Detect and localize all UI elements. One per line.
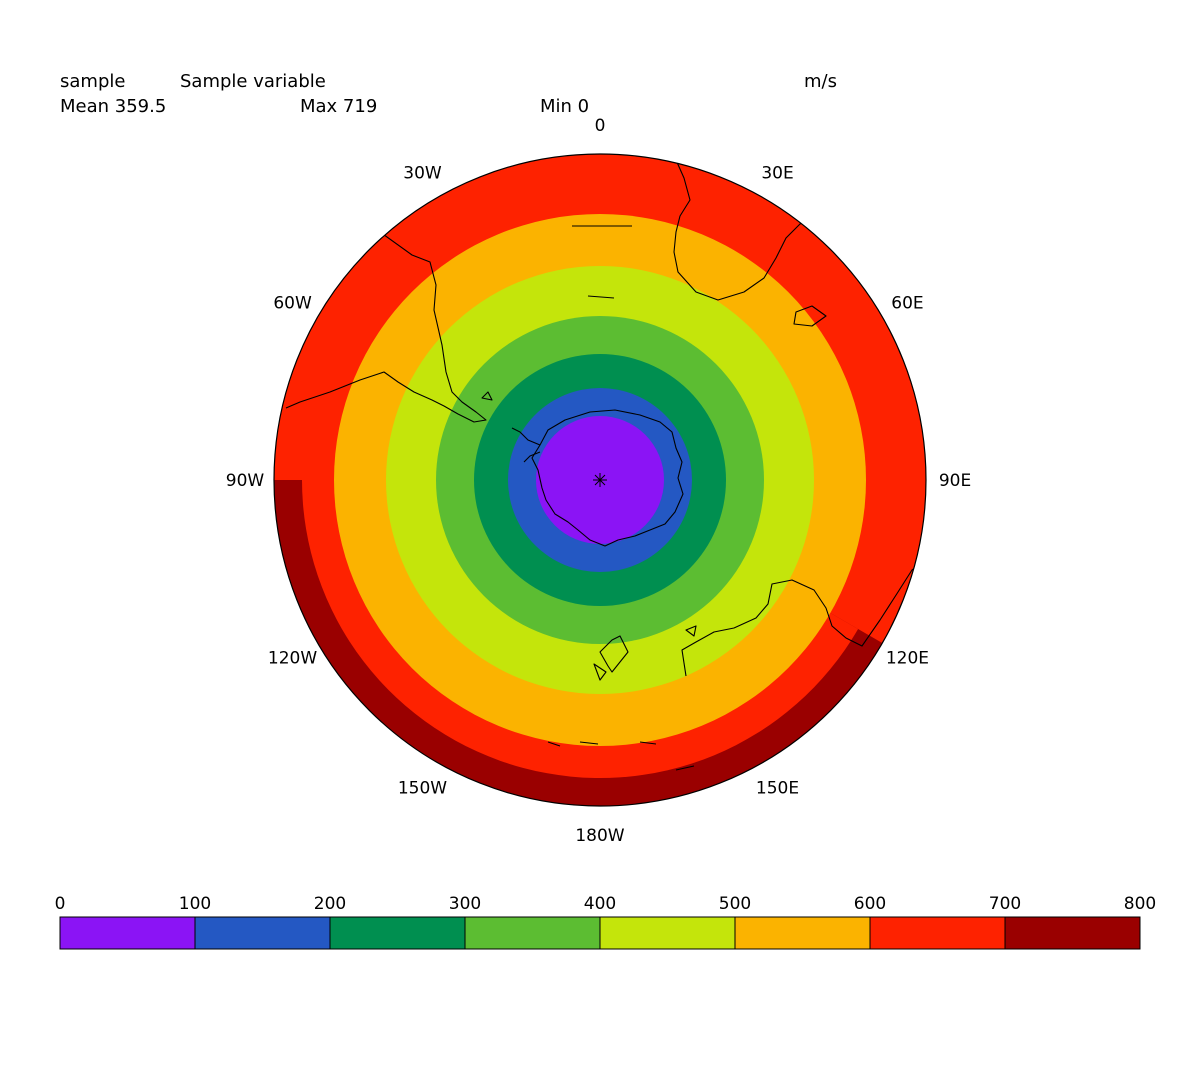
max-label: Max 719 [300, 96, 378, 117]
lon-label-150w: 150W [398, 778, 447, 798]
colorbar-tick-label: 0 [55, 894, 66, 914]
lon-label-30w: 30W [403, 164, 442, 184]
lon-label-60w: 60W [273, 294, 312, 314]
variable-name: sample [60, 71, 126, 92]
colorbar-tick-label: 400 [584, 894, 616, 914]
coastline-detail-layer [593, 473, 607, 487]
lon-label-90e: 90E [939, 471, 971, 491]
lon-label-0: 0 [595, 116, 606, 136]
colorbar-tick-label: 200 [314, 894, 346, 914]
lon-label-60e: 60E [891, 294, 923, 314]
coastline-antarctic-peninsula [511, 427, 541, 463]
coastline-south-america [285, 184, 487, 423]
lon-label-150e: 150E [756, 778, 799, 798]
variable-long-name: Sample variable [180, 71, 326, 92]
min-label: Min 0 [540, 96, 590, 117]
lon-label-120w: 120W [268, 649, 317, 669]
lon-label-90w: 90W [226, 471, 265, 491]
lon-label-30e: 30E [761, 164, 793, 184]
coastline-layer [285, 159, 926, 771]
colorbar-cell [464, 916, 601, 950]
map-boundary [273, 153, 927, 807]
colorbar-tick-label: 600 [854, 894, 886, 914]
colorbar-cell [194, 916, 331, 950]
coastline-islands [547, 225, 695, 771]
units-label: m/s [804, 71, 837, 92]
colorbar-tick-label: 100 [179, 894, 211, 914]
colorbar-cell [1004, 916, 1141, 950]
lon-label-120e: 120E [886, 649, 929, 669]
coastline-tasmania [685, 625, 697, 637]
coastline-australia [681, 559, 926, 677]
coastline-new-zealand [593, 635, 629, 681]
coastline-falklands [481, 391, 493, 401]
longitude-labels: 0 30E 60E 90E 120E 150E 180W 150W 120W 90W 60W 30W [226, 116, 971, 846]
colorbar-frame [59, 916, 1141, 950]
colorbar-cell [869, 916, 1006, 950]
mean-label: Mean 359.5 [60, 96, 167, 117]
colorbar-cell [734, 916, 871, 950]
colorbar-tick-label: 300 [449, 894, 481, 914]
colorbar: 0 100 200 300 400 500 600 700 800 [55, 894, 1156, 950]
colorbar-tick-label: 500 [719, 894, 751, 914]
coastline-antarctica [531, 409, 684, 547]
colorbar-cell [599, 916, 736, 950]
lon-label-180w: 180W [575, 826, 624, 846]
colorbar-tick-label: 800 [1124, 894, 1156, 914]
colorbar-tick-label: 700 [989, 894, 1021, 914]
pole-marker [593, 473, 607, 487]
colorbar-cell [329, 916, 466, 950]
colorbar-cell [59, 916, 196, 950]
